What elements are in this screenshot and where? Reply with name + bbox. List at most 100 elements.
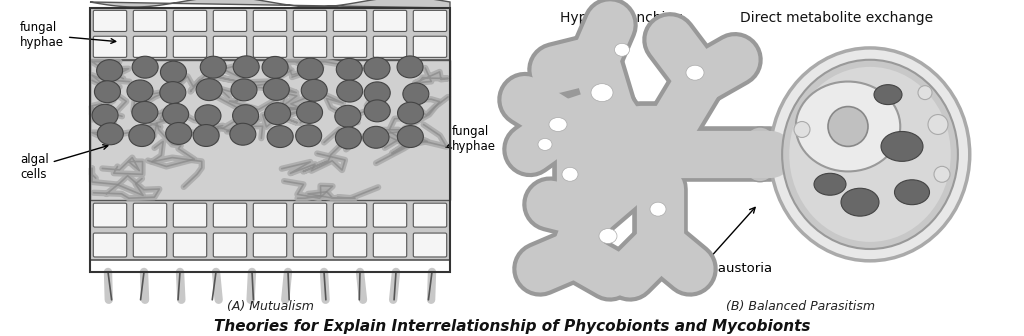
Ellipse shape: [814, 173, 846, 195]
Ellipse shape: [262, 56, 288, 78]
Ellipse shape: [233, 56, 259, 78]
FancyBboxPatch shape: [374, 36, 407, 57]
Ellipse shape: [337, 80, 362, 102]
Bar: [90, 8, 450, 272]
Ellipse shape: [201, 56, 226, 78]
FancyBboxPatch shape: [213, 10, 247, 32]
FancyBboxPatch shape: [374, 203, 407, 227]
Ellipse shape: [397, 56, 423, 78]
Bar: [90, 200, 450, 260]
Ellipse shape: [197, 79, 222, 100]
FancyBboxPatch shape: [333, 203, 367, 227]
Ellipse shape: [161, 61, 186, 83]
Ellipse shape: [127, 80, 153, 102]
Ellipse shape: [163, 103, 188, 125]
FancyBboxPatch shape: [133, 36, 167, 57]
Ellipse shape: [94, 81, 121, 103]
Ellipse shape: [195, 105, 221, 127]
Text: fungal
hyphae: fungal hyphae: [20, 21, 116, 49]
Ellipse shape: [335, 105, 360, 127]
Ellipse shape: [336, 127, 361, 149]
Ellipse shape: [301, 79, 328, 101]
Ellipse shape: [796, 82, 900, 171]
FancyBboxPatch shape: [293, 36, 327, 57]
Ellipse shape: [841, 188, 879, 216]
Ellipse shape: [263, 78, 290, 100]
Text: (A) Mutualism: (A) Mutualism: [226, 300, 313, 313]
Ellipse shape: [160, 82, 185, 103]
FancyBboxPatch shape: [133, 203, 167, 227]
Text: algal
cells: algal cells: [20, 145, 108, 181]
Circle shape: [828, 107, 868, 146]
Ellipse shape: [881, 131, 923, 161]
FancyBboxPatch shape: [374, 233, 407, 257]
FancyBboxPatch shape: [253, 203, 287, 227]
Ellipse shape: [895, 180, 930, 205]
Circle shape: [934, 166, 950, 182]
FancyBboxPatch shape: [414, 233, 446, 257]
Ellipse shape: [297, 101, 323, 123]
Ellipse shape: [614, 43, 630, 56]
Ellipse shape: [229, 123, 256, 145]
Ellipse shape: [132, 101, 158, 123]
Ellipse shape: [562, 167, 578, 181]
Circle shape: [918, 86, 932, 99]
Ellipse shape: [538, 138, 552, 151]
Ellipse shape: [591, 84, 613, 101]
Ellipse shape: [397, 126, 423, 148]
Ellipse shape: [92, 104, 118, 126]
Text: Appressoria/haustoria: Appressoria/haustoria: [627, 207, 773, 276]
Text: (B) Balanced Parasitism: (B) Balanced Parasitism: [725, 300, 874, 313]
Circle shape: [928, 115, 948, 134]
Ellipse shape: [790, 67, 950, 242]
Ellipse shape: [740, 127, 780, 182]
FancyBboxPatch shape: [414, 203, 446, 227]
Ellipse shape: [232, 105, 259, 127]
Ellipse shape: [650, 202, 666, 216]
Ellipse shape: [132, 56, 158, 78]
Ellipse shape: [599, 228, 617, 244]
Ellipse shape: [336, 58, 362, 80]
Ellipse shape: [362, 126, 389, 148]
Text: Direct metabolite exchange: Direct metabolite exchange: [740, 11, 933, 25]
Ellipse shape: [402, 83, 429, 105]
FancyBboxPatch shape: [173, 10, 207, 32]
Ellipse shape: [231, 79, 257, 101]
Ellipse shape: [365, 82, 390, 104]
FancyBboxPatch shape: [333, 36, 367, 57]
Ellipse shape: [296, 125, 322, 147]
Text: fungal
hyphae: fungal hyphae: [446, 125, 496, 154]
FancyBboxPatch shape: [333, 10, 367, 32]
Ellipse shape: [365, 100, 390, 122]
Ellipse shape: [166, 123, 191, 144]
Ellipse shape: [264, 103, 291, 125]
Ellipse shape: [397, 102, 424, 124]
FancyBboxPatch shape: [173, 36, 207, 57]
FancyBboxPatch shape: [253, 233, 287, 257]
Ellipse shape: [297, 58, 324, 80]
Bar: [90, 8, 450, 60]
FancyBboxPatch shape: [293, 233, 327, 257]
FancyBboxPatch shape: [414, 10, 446, 32]
PathPatch shape: [90, 0, 450, 8]
FancyBboxPatch shape: [293, 10, 327, 32]
FancyBboxPatch shape: [293, 203, 327, 227]
FancyBboxPatch shape: [213, 233, 247, 257]
Ellipse shape: [96, 60, 123, 82]
FancyBboxPatch shape: [93, 10, 127, 32]
Ellipse shape: [194, 125, 219, 146]
Ellipse shape: [549, 118, 567, 131]
Ellipse shape: [129, 125, 155, 146]
Ellipse shape: [364, 57, 390, 79]
Ellipse shape: [97, 123, 123, 145]
Bar: [90, 60, 450, 200]
Ellipse shape: [874, 85, 902, 104]
FancyBboxPatch shape: [333, 233, 367, 257]
FancyBboxPatch shape: [253, 10, 287, 32]
FancyBboxPatch shape: [374, 10, 407, 32]
Text: Theories for Explain Interrelationship of Phycobionts and Mycobionts: Theories for Explain Interrelationship o…: [214, 319, 810, 334]
FancyBboxPatch shape: [133, 10, 167, 32]
FancyBboxPatch shape: [213, 36, 247, 57]
FancyBboxPatch shape: [213, 203, 247, 227]
Ellipse shape: [770, 48, 970, 261]
